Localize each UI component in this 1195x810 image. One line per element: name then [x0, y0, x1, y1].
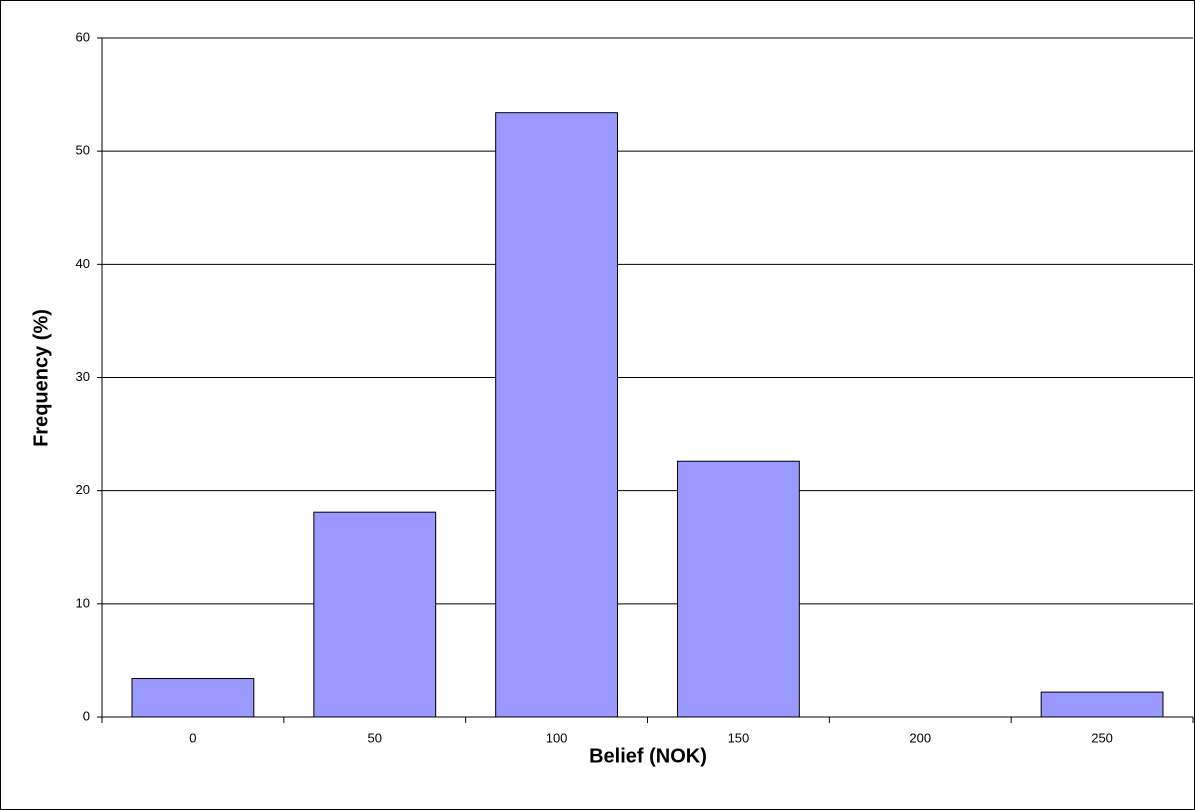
y-tick-label: 30 [76, 369, 90, 384]
bar [495, 112, 618, 718]
bar [677, 460, 800, 718]
y-tick-label: 60 [76, 29, 90, 44]
y-tick-label: 10 [76, 595, 90, 610]
x-tick-label: 50 [368, 730, 382, 745]
bar [313, 511, 437, 718]
y-tick-label: 0 [83, 708, 90, 723]
y-tick-label: 20 [76, 482, 90, 497]
bar [1040, 691, 1164, 718]
x-tick-label: 150 [728, 730, 750, 745]
y-axis-label: Frequency (%) [30, 309, 52, 447]
x-tick-label: 200 [909, 730, 931, 745]
x-tick-label: 250 [1091, 730, 1113, 745]
x-axis-label: Belief (NOK) [589, 745, 707, 767]
y-tick-label: 50 [76, 143, 90, 158]
x-tick-label: 100 [546, 730, 568, 745]
x-tick-label: 0 [189, 730, 196, 745]
bar [131, 678, 255, 718]
y-tick-label: 40 [76, 256, 90, 271]
